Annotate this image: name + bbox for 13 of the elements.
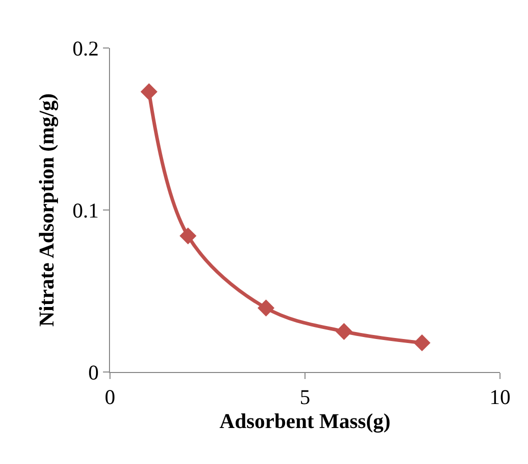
point — [180, 227, 196, 244]
x-axis-title: Adsorbent Mass(g) — [220, 409, 390, 434]
point — [258, 300, 274, 316]
y-tick-label: 0.2 — [72, 36, 99, 60]
y-tick-label: 0.1 — [72, 198, 99, 222]
y-axis-title: Nitrate Adsorption (mg/g) — [34, 93, 59, 327]
x-tick-label: 0 — [104, 385, 116, 410]
x-tick-label: 5 — [300, 385, 310, 410]
point — [140, 83, 158, 100]
point — [414, 334, 430, 352]
y-tick-label: 0 — [88, 360, 99, 384]
x-tick-label: 10 — [490, 385, 510, 410]
point — [336, 323, 352, 340]
